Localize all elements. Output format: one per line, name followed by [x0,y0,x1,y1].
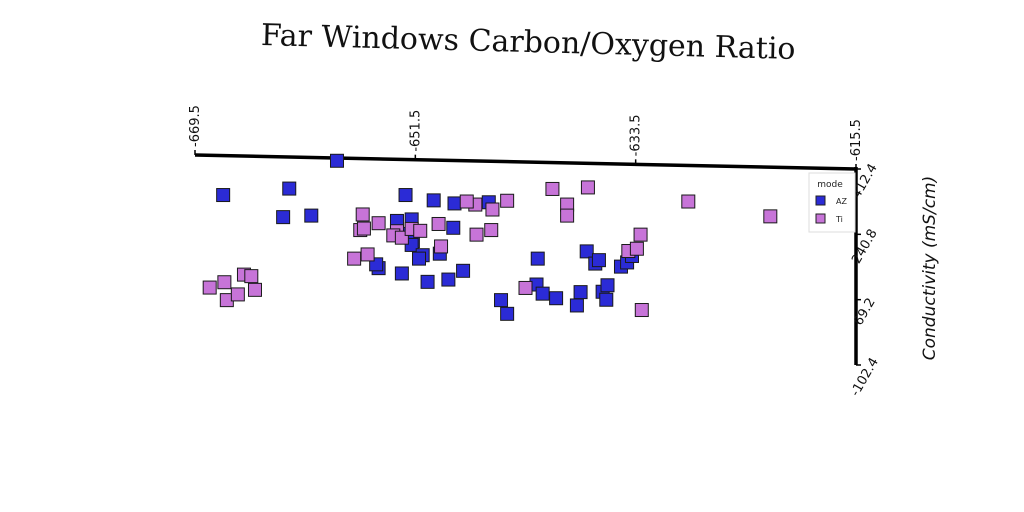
data-point-az [456,263,471,278]
data-point-az [600,278,615,293]
data-point-ti [355,207,370,222]
data-point-az [494,293,509,308]
data-point-ti [580,180,595,195]
x-tick-label: -669.5 [188,105,203,147]
data-point-az [276,210,291,225]
x-tick-label: -615.5 [849,119,864,161]
data-point-ti [434,239,449,254]
data-point-az [412,251,427,266]
data-point-ti [217,275,232,290]
data-point-ti [247,282,262,297]
data-point-ti [459,194,474,209]
data-point-ti [633,227,648,242]
data-point-az [569,298,584,313]
data-point-az [579,244,594,259]
y-axis-label: Conductivity (mS/cm) [920,176,940,361]
data-point-az [394,266,409,281]
data-point-ti [681,194,696,209]
data-point-ti [469,227,484,242]
data-point-az [447,196,462,211]
y-tick-label: -102.4 [848,355,882,399]
data-point-ti [629,241,644,256]
data-point-az [446,220,461,235]
data-point-az [329,153,344,168]
data-point-az [549,291,564,306]
x-axis-line [194,153,857,171]
data-point-ti [500,193,515,208]
data-point-ti [484,223,499,238]
data-point-az [216,188,231,203]
legend-swatch-az [815,195,826,206]
legend: mode AZ Ti [808,172,856,233]
data-point-az [500,306,515,321]
data-point-az [304,208,319,223]
data-point-ti [485,202,500,217]
data-point-az [591,253,606,268]
data-point-ti [244,269,259,284]
x-tick-label: -633.5 [629,114,644,156]
data-point-az [398,188,413,203]
chart-title: Far Windows Carbon/Oxygen Ratio [261,18,796,67]
y-tick-label: 240.8 [849,227,881,267]
legend-title: mode [817,180,843,190]
data-point-ti [202,280,217,295]
data-point-ti [230,287,245,302]
plot-area: -669.5 -651.5 -633.5 -615.5412.4240.869.2-1… [188,105,882,399]
data-point-az [530,251,545,266]
data-point-az [535,286,550,301]
data-point-az [441,272,456,287]
x-tick-label: -651.5 [408,110,423,152]
data-point-ti [360,247,375,262]
data-point-ti [431,216,446,231]
legend-label-az: AZ [836,197,847,206]
data-point-az [420,274,435,289]
data-point-ti [347,251,362,266]
data-point-az [426,193,441,208]
data-point-ti [560,208,575,223]
data-point-ti [413,223,428,238]
data-point-az [573,285,588,300]
data-point-az [282,181,297,196]
legend-label-ti: Ti [835,215,843,224]
data-point-ti [545,181,560,196]
data-point-ti [634,303,649,318]
data-point-ti [763,209,778,224]
legend-swatch-ti [815,213,826,224]
data-point-ti [518,280,533,295]
data-point-ti [371,216,386,231]
data-point-az [599,292,614,307]
data-point-ti [356,221,371,236]
